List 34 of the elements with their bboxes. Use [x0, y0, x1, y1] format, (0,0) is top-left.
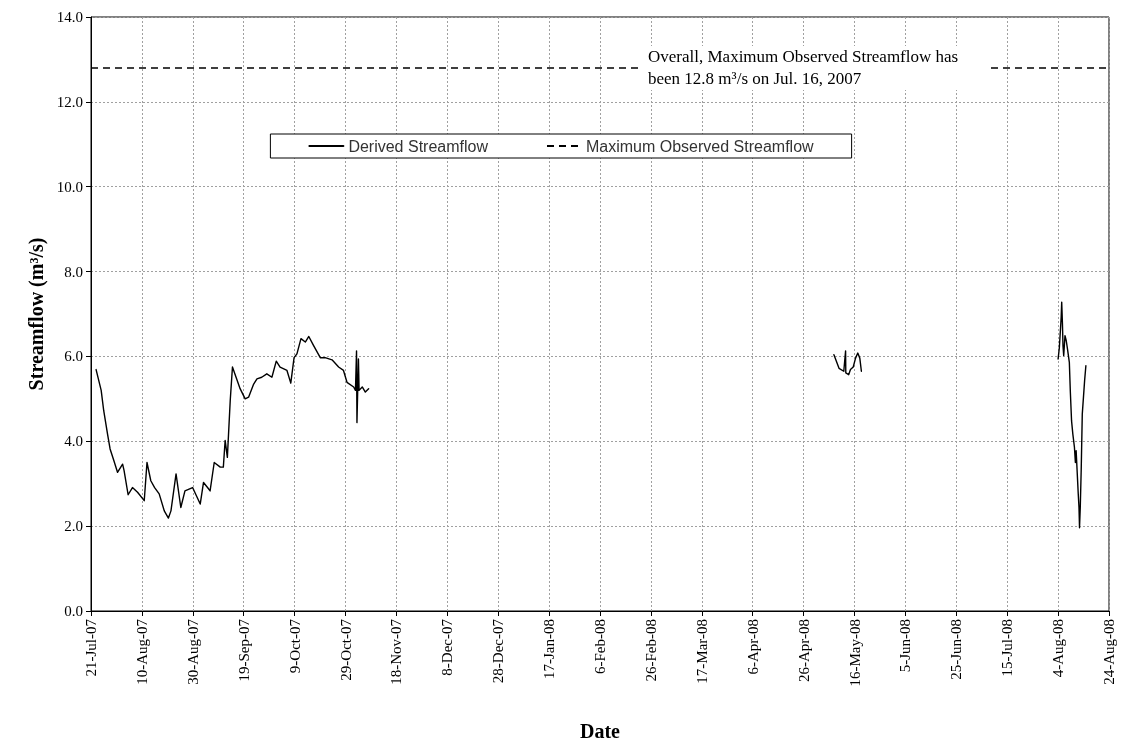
- x-tick-label: 19-Sep-07: [235, 618, 252, 682]
- x-tick-label: 18-Nov-07: [388, 618, 405, 685]
- annotation: Overall, Maximum Observed Streamflow has been 12.8 m³/s on Jul. 16, 2007: [640, 46, 988, 90]
- x-tick-label: 28-Dec-07: [490, 618, 507, 684]
- x-tick-label: 16-May-08: [846, 619, 863, 687]
- y-tick-label: 10.0: [56, 178, 83, 195]
- y-tick-label: 14.0: [56, 9, 83, 25]
- y-tick-label: 6.0: [64, 348, 83, 365]
- x-tick-label: 29-Oct-07: [337, 618, 354, 681]
- x-tick-label: 17-Mar-08: [693, 619, 710, 684]
- x-tick-label: 6-Apr-08: [744, 619, 761, 675]
- x-tick-label: 21-Jul-07: [83, 618, 99, 677]
- x-tick-label: 10-Aug-07: [133, 618, 150, 685]
- x-tick-label: 5-Jun-08: [897, 619, 914, 673]
- x-tick-label: 25-Jun-08: [948, 619, 965, 680]
- y-tick-label: 8.0: [64, 263, 83, 280]
- y-tick-label: 4.0: [64, 433, 83, 450]
- x-axis-title: Date: [580, 720, 621, 742]
- legend-label: Maximum Observed Streamflow: [585, 137, 815, 155]
- x-tick-label: 26-Apr-08: [795, 619, 812, 683]
- y-tick-label: 0.0: [64, 603, 83, 619]
- x-tick-label: 26-Feb-08: [642, 619, 659, 682]
- x-tick-label: 6-Feb-08: [592, 619, 608, 674]
- y-tick-label: 2.0: [64, 518, 83, 535]
- legend-label: Derived Streamflow: [348, 137, 489, 155]
- y-axis-title: Streamflow (m³/s): [24, 237, 48, 391]
- x-tick-label: 15-Jul-08: [999, 619, 1016, 677]
- x-tick-label: 9-Oct-07: [286, 618, 303, 674]
- x-tick-label: 8-Dec-07: [439, 618, 456, 676]
- x-tick-label: 24-Aug-08: [1101, 619, 1117, 685]
- x-tick-label: 30-Aug-07: [184, 618, 201, 685]
- x-tick-label: 4-Aug-08: [1050, 619, 1067, 678]
- y-tick-label: 12.0: [56, 93, 83, 110]
- x-tick-label: 17-Jan-08: [541, 619, 558, 679]
